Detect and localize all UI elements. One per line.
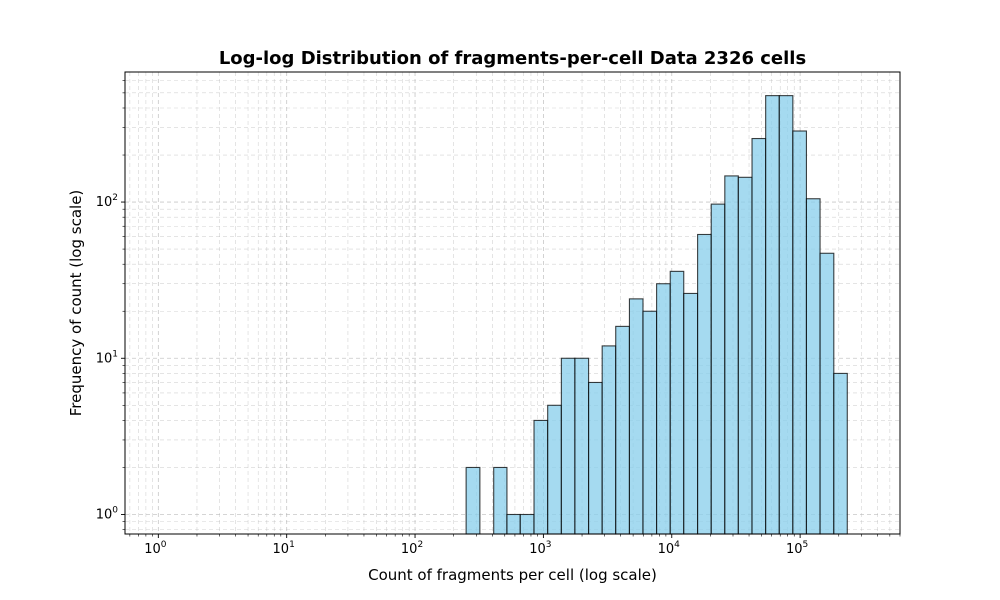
histogram-bar <box>697 233 712 535</box>
x-tick-label: 101 <box>273 540 295 557</box>
histogram-bar <box>656 283 671 535</box>
y-axis-label: Frequency of count (log scale) <box>67 190 85 417</box>
histogram-bar <box>710 203 726 535</box>
y-tick-label: 101 <box>96 349 118 366</box>
histogram-bar <box>465 466 481 535</box>
histogram-bar <box>533 419 549 535</box>
histogram-bar <box>778 95 794 535</box>
histogram-bar <box>519 513 535 535</box>
x-axis-label: Count of fragments per cell (log scale) <box>368 566 657 584</box>
histogram-bar <box>574 357 590 535</box>
histogram-bar <box>642 310 658 535</box>
x-tick-label: 102 <box>401 540 423 557</box>
histogram-bar <box>601 345 617 535</box>
histogram-bar <box>765 95 780 535</box>
histogram-bar <box>588 381 603 535</box>
axis-ticks <box>121 80 901 538</box>
x-tick-label: 104 <box>658 540 681 557</box>
histogram-bar <box>560 357 576 535</box>
x-tick-label: 100 <box>144 540 167 557</box>
histogram-bar <box>751 137 767 535</box>
y-tick-label: 102 <box>96 193 118 210</box>
histogram-bar <box>669 270 685 535</box>
histogram-bar <box>792 130 807 535</box>
histogram-bar <box>493 466 508 535</box>
histogram-bar <box>819 252 835 535</box>
histogram-bar <box>833 372 848 535</box>
histogram-bar <box>683 292 699 535</box>
histogram-bar <box>737 176 753 535</box>
histogram-bar <box>805 198 821 535</box>
histogram-bar <box>724 175 739 535</box>
histogram-bar <box>615 325 630 535</box>
chart-title: Log-log Distribution of fragments-per-ce… <box>219 48 806 69</box>
histogram-bar <box>628 298 644 535</box>
plot-frame <box>124 71 901 535</box>
y-tick-label: 100 <box>96 505 119 522</box>
histogram-bar <box>547 404 562 535</box>
x-tick-label: 105 <box>786 540 808 557</box>
tick-labels: 100 101 102 103 104 105 100 101 102 <box>96 193 809 557</box>
histogram-bar <box>506 513 521 535</box>
x-tick-label: 103 <box>529 540 551 557</box>
